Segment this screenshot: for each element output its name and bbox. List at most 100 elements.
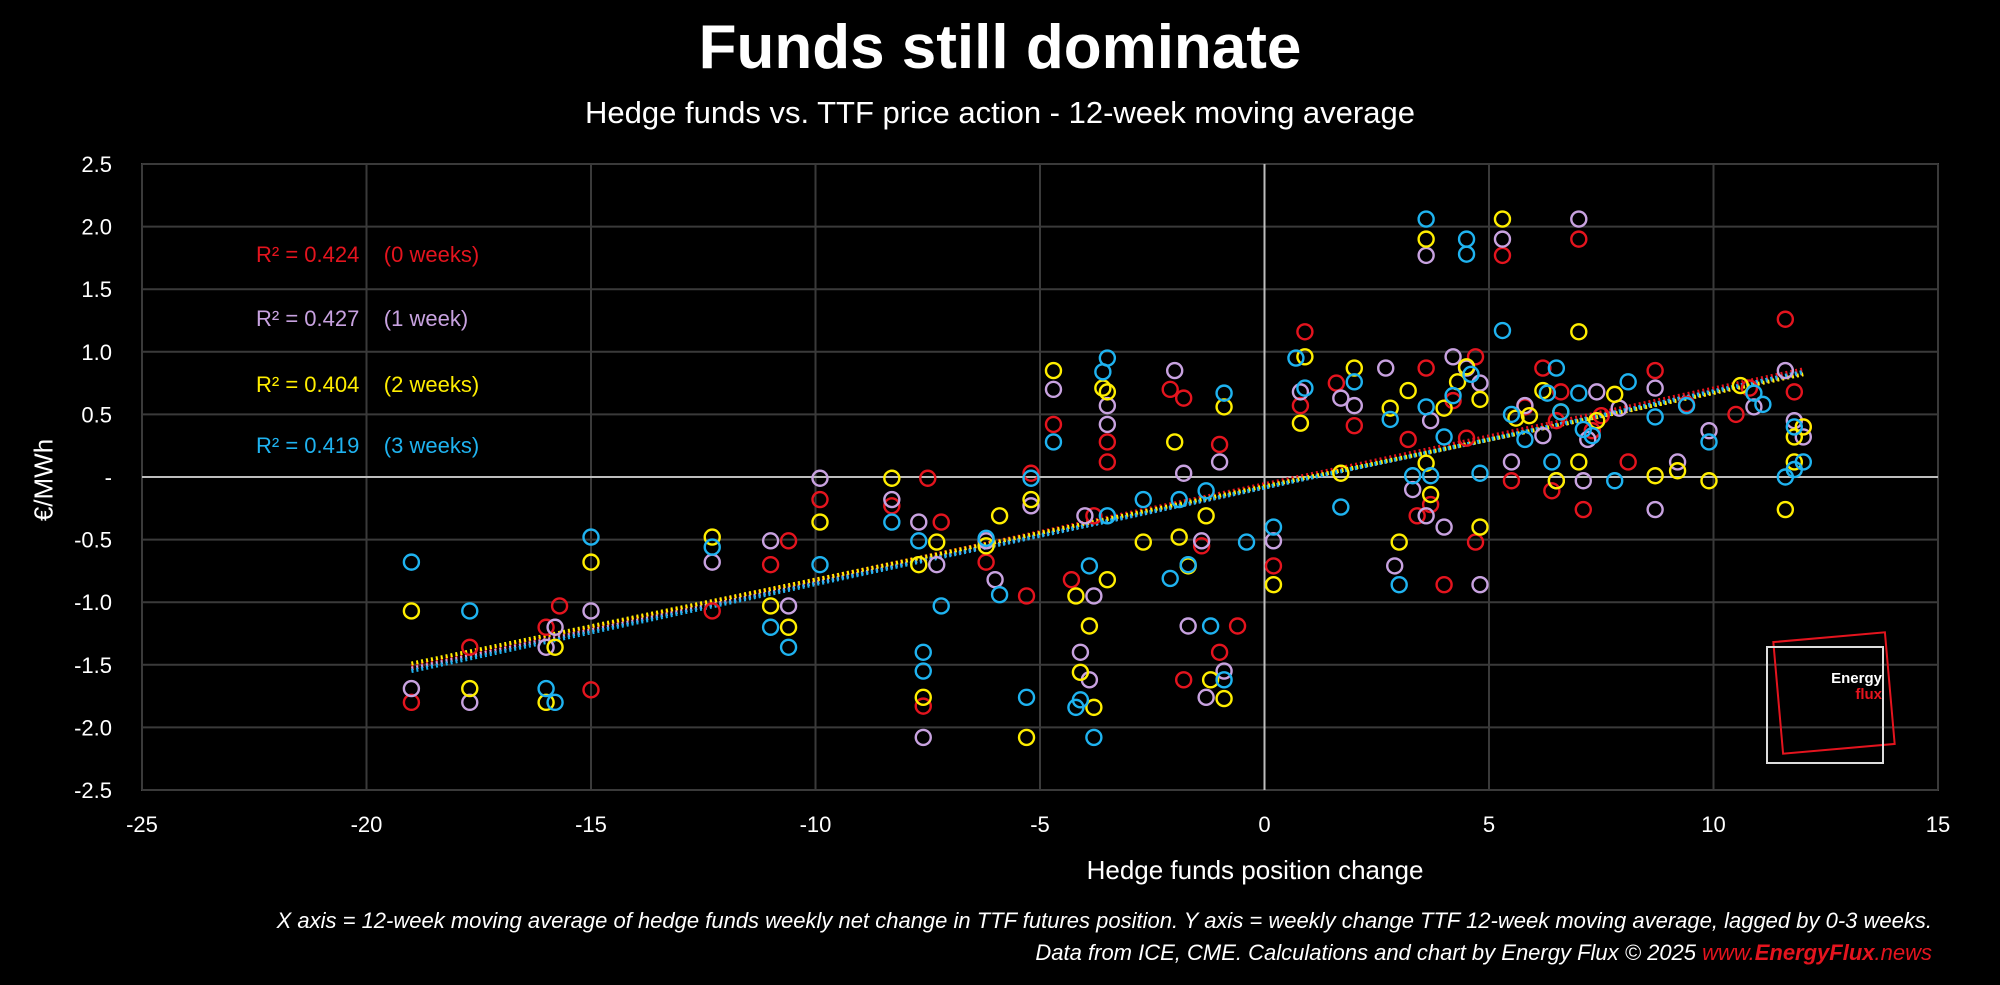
y-tick-label: 0.5	[81, 402, 112, 427]
data-point-series-3	[1215, 384, 1233, 402]
data-point-series-0	[779, 532, 798, 550]
data-point-series-3	[1403, 467, 1422, 485]
y-tick-label: 1.5	[81, 277, 112, 302]
data-point-series-3	[1417, 210, 1435, 228]
x-tick-label: 0	[1258, 812, 1270, 837]
y-tick-label: 2.0	[81, 215, 112, 240]
data-point-series-3	[1646, 408, 1664, 426]
data-point-series-1	[703, 553, 721, 571]
data-point-series-1	[1471, 374, 1489, 392]
data-point-series-2	[1071, 663, 1090, 682]
data-point-series-0	[1174, 671, 1193, 689]
data-point-series-3	[1754, 395, 1772, 414]
data-point-series-1	[1646, 379, 1664, 397]
data-point-series-1	[537, 638, 555, 656]
data-point-series-2	[1520, 406, 1539, 425]
data-point-series-1	[1085, 587, 1103, 605]
data-point-series-1	[1332, 389, 1350, 407]
data-point-series-0	[1534, 359, 1552, 377]
data-point-series-1	[928, 555, 946, 574]
footer-source-text: Data from ICE, CME. Calculations and cha…	[1035, 940, 1703, 965]
data-point-series-0	[1098, 433, 1117, 451]
y-axis-label: €/MWh	[28, 438, 59, 522]
data-point-series-1	[1570, 210, 1588, 228]
data-point-series-1	[1700, 421, 1718, 440]
data-point-series-1	[1264, 532, 1283, 550]
data-point-series-0	[1210, 435, 1229, 454]
data-point-series-3	[914, 662, 932, 680]
data-point-series-0	[1435, 575, 1453, 594]
data-point-series-0	[582, 681, 600, 699]
data-point-series-1	[1516, 396, 1534, 415]
data-point-series-1	[1417, 246, 1435, 265]
data-point-series-3	[1197, 482, 1215, 500]
chart-subtitle: Hedge funds vs. TTF price action - 12-we…	[585, 95, 1415, 130]
data-point-series-0	[703, 602, 721, 620]
data-point-series-2	[1215, 689, 1233, 708]
data-point-series-0	[1547, 411, 1566, 430]
data-point-series-0	[1417, 359, 1435, 377]
data-point-series-3	[1098, 349, 1117, 367]
data-point-series-3	[1502, 405, 1521, 424]
data-point-series-1	[1165, 361, 1184, 380]
trend-line-series-3	[410, 369, 1804, 674]
data-point-series-3	[811, 555, 829, 574]
data-point-series-2	[546, 638, 564, 656]
data-point-series-2	[1022, 490, 1040, 509]
data-point-series-2	[1668, 462, 1687, 480]
data-point-series-1	[1044, 380, 1063, 399]
trend-line-series-2	[410, 372, 1804, 666]
data-point-series-0	[1583, 421, 1601, 440]
data-point-series-0	[1017, 587, 1036, 605]
footer-url[interactable]: www.EnergyFlux.news	[1702, 940, 1932, 965]
data-point-series-2	[1165, 433, 1184, 451]
data-point-series-2	[537, 693, 555, 712]
data-point-series-3	[990, 585, 1009, 604]
data-point-series-1	[1417, 507, 1435, 525]
data-point-series-2	[811, 513, 829, 531]
data-point-series-3	[537, 679, 555, 698]
r2-annotation-2-weeks: R² = 0.404 (2 weeks)	[256, 372, 480, 397]
data-point-series-1	[1174, 464, 1193, 482]
data-point-series-3	[1457, 245, 1476, 263]
data-point-series-3	[1570, 384, 1588, 402]
data-point-series-3	[1161, 569, 1179, 588]
data-point-series-1	[402, 679, 421, 698]
data-point-series-0	[1466, 533, 1485, 551]
y-tick-label: -1.5	[74, 653, 112, 678]
data-point-series-3	[1179, 555, 1197, 574]
data-point-series-3	[1134, 490, 1152, 509]
data-point-series-3	[1538, 384, 1557, 402]
data-point-series-2	[1700, 472, 1718, 490]
data-point-series-0	[932, 513, 950, 531]
data-point-series-3	[1237, 533, 1256, 551]
data-point-series-3	[1044, 433, 1063, 451]
data-point-series-0	[811, 490, 829, 509]
data-point-series-2	[1098, 383, 1117, 401]
data-point-series-3	[1381, 410, 1399, 429]
data-point-series-0	[1776, 310, 1795, 328]
data-point-series-3	[1098, 507, 1117, 525]
data-point-series-3	[1170, 490, 1188, 509]
x-tick-label: 10	[1701, 812, 1725, 837]
data-point-series-2	[761, 597, 780, 615]
data-point-series-2	[1291, 414, 1310, 432]
data-point-series-1	[986, 570, 1004, 589]
data-point-series-3	[1457, 230, 1476, 248]
data-point-series-2	[990, 507, 1009, 525]
data-point-series-1	[1076, 507, 1094, 525]
data-point-series-2	[1570, 323, 1588, 341]
data-point-series-3	[1493, 321, 1512, 340]
data-point-series-1	[1776, 361, 1795, 380]
data-point-series-2	[1170, 528, 1188, 546]
data-point-series-2	[1794, 418, 1813, 436]
data-point-series-2	[1399, 381, 1417, 400]
data-point-series-2	[1017, 728, 1036, 747]
data-point-series-1	[1345, 396, 1364, 415]
data-point-series-3	[1471, 464, 1489, 482]
data-point-series-0	[1345, 416, 1364, 435]
footer-source: Data from ICE, CME. Calculations and cha…	[1035, 940, 1932, 966]
data-point-series-1	[1179, 617, 1197, 635]
data-point-series-3	[1017, 688, 1036, 707]
